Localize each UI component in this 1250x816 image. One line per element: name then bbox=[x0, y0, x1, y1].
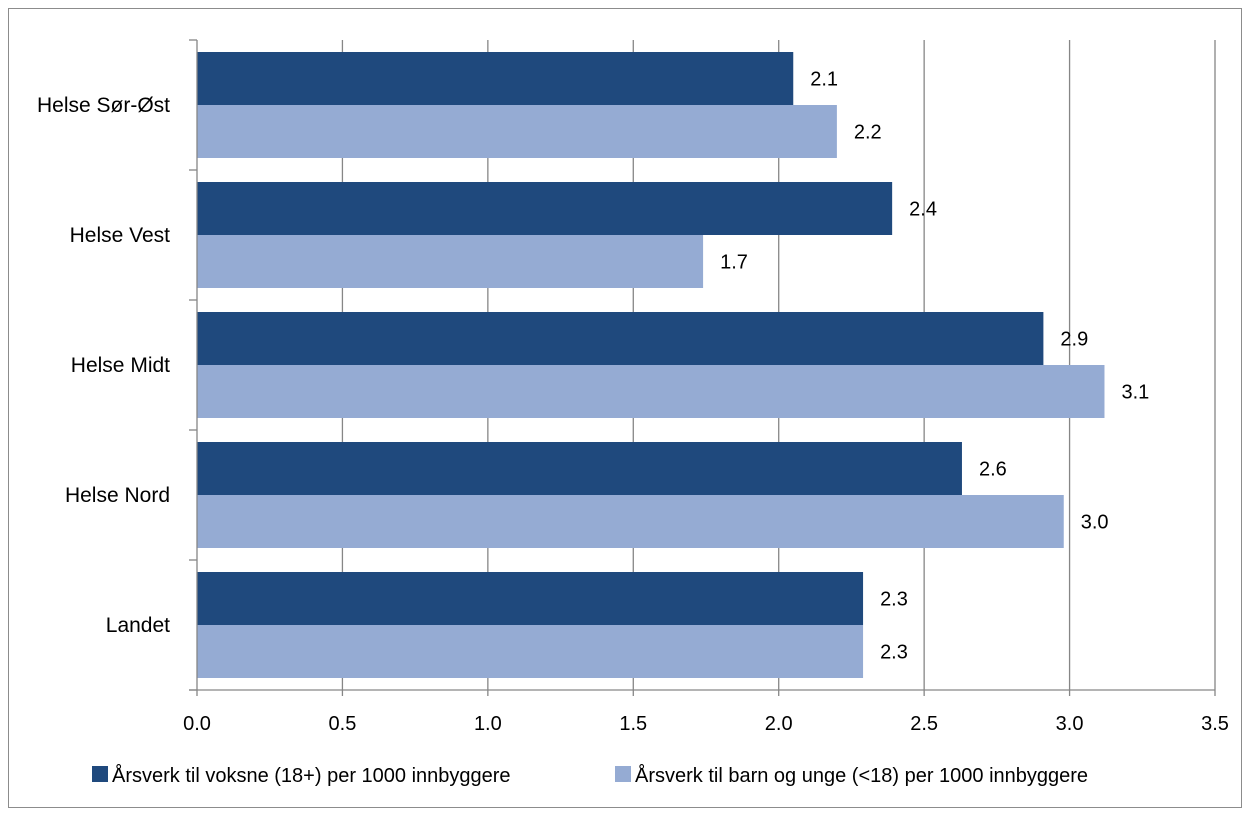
axes bbox=[189, 39, 1216, 696]
category-label: Helse Vest bbox=[70, 224, 171, 247]
data-label: 1.7 bbox=[720, 252, 748, 274]
data-label: 3.0 bbox=[1081, 512, 1109, 534]
x-tick-label: 1.0 bbox=[474, 713, 502, 735]
legend: Årsverk til voksne (18+) per 1000 innbyg… bbox=[92, 764, 1088, 787]
bar-adults-3 bbox=[197, 442, 962, 495]
x-tick-label: 3.0 bbox=[1056, 713, 1084, 735]
legend-label-children: Årsverk til barn og unge (<18) per 1000 … bbox=[635, 764, 1088, 787]
bar-children-4 bbox=[197, 625, 864, 678]
data-label: 3.1 bbox=[1121, 382, 1149, 404]
legend-swatch-children bbox=[615, 766, 631, 782]
data-label: 2.6 bbox=[979, 459, 1007, 481]
bar-adults-0 bbox=[197, 52, 794, 105]
x-tick-label: 1.5 bbox=[619, 713, 647, 735]
data-label: 2.1 bbox=[810, 69, 838, 91]
bar-children-2 bbox=[197, 365, 1105, 418]
x-tick-label: 0.5 bbox=[329, 713, 357, 735]
x-tick-label: 2.5 bbox=[910, 713, 938, 735]
x-tick-labels: 0.0 0.5 1.0 1.5 2.0 2.5 3.0 3.5 bbox=[183, 713, 1229, 735]
legend-swatch-adults bbox=[92, 766, 108, 782]
data-label: 2.3 bbox=[880, 642, 908, 664]
data-label: 2.4 bbox=[909, 199, 937, 221]
category-label: Helse Nord bbox=[65, 484, 170, 507]
legend-label-adults: Årsverk til voksne (18+) per 1000 innbyg… bbox=[112, 764, 511, 787]
category-label: Helse Midt bbox=[71, 354, 170, 377]
bar-adults-1 bbox=[197, 182, 893, 235]
data-label: 2.2 bbox=[854, 122, 882, 144]
bar-children-1 bbox=[197, 235, 704, 288]
category-labels: Helse Sør-Øst Helse Vest Helse Midt Helse N… bbox=[37, 94, 170, 637]
bar-adults-4 bbox=[197, 572, 864, 625]
x-tick-label: 0.0 bbox=[183, 713, 211, 735]
x-tick-label: 3.5 bbox=[1201, 713, 1229, 735]
bar-children-3 bbox=[197, 495, 1064, 548]
x-tick-label: 2.0 bbox=[765, 713, 793, 735]
bars bbox=[197, 52, 1105, 678]
category-label: Helse Sør-Øst bbox=[37, 94, 170, 117]
data-labels: 2.1 2.2 2.4 1.7 2.9 3.1 2.6 3.0 2.3 2.3 bbox=[720, 69, 1149, 664]
bar-adults-2 bbox=[197, 312, 1044, 365]
data-label: 2.9 bbox=[1060, 329, 1088, 351]
bar-children-0 bbox=[197, 105, 837, 158]
data-label: 2.3 bbox=[880, 589, 908, 611]
category-label: Landet bbox=[106, 614, 170, 637]
